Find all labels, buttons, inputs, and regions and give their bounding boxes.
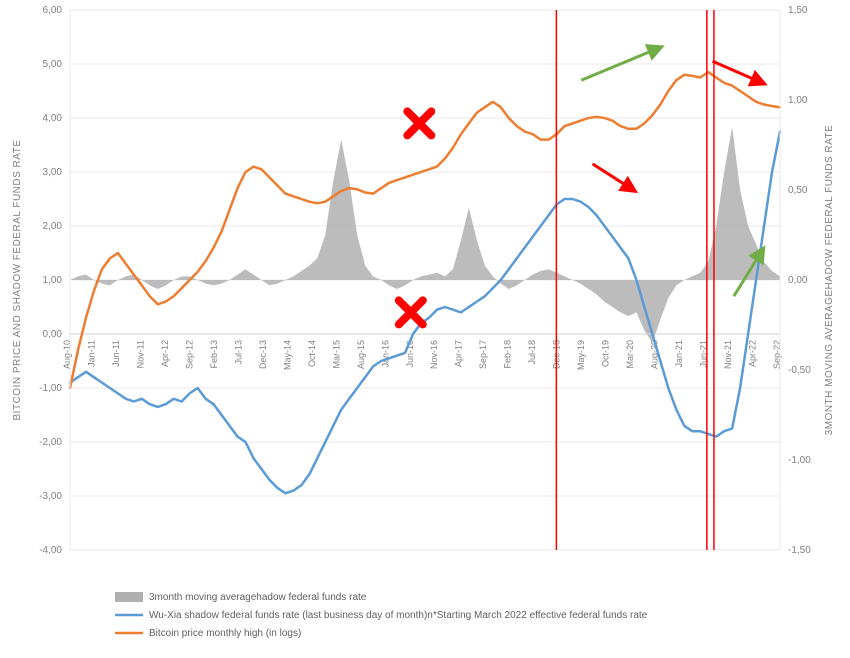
svg-text:0,00: 0,00 bbox=[43, 329, 63, 340]
svg-text:0,50: 0,50 bbox=[788, 185, 808, 196]
svg-text:Jan-16: Jan-16 bbox=[380, 340, 390, 368]
svg-text:-1,00: -1,00 bbox=[788, 455, 811, 466]
svg-text:4,00: 4,00 bbox=[43, 113, 63, 124]
svg-text:-0,50: -0,50 bbox=[788, 365, 811, 376]
svg-text:Nov-11: Nov-11 bbox=[135, 340, 145, 368]
svg-text:Jul-13: Jul-13 bbox=[233, 340, 243, 365]
svg-text:-3,00: -3,00 bbox=[39, 491, 62, 502]
chart-container: -4,00 -3,00 -2,00 -1,00 0,00 1,00 2,00 3,00 4,00… bbox=[0, 0, 850, 658]
legend-swatch-shadow_area bbox=[115, 592, 143, 602]
svg-text:1,50: 1,50 bbox=[788, 5, 808, 16]
svg-text:3,00: 3,00 bbox=[43, 167, 63, 178]
right-axis-title: 3MONTH MOVING AVERAGEHADOW FEDERAL FUNDS… bbox=[824, 125, 835, 436]
legend-label-wu_xia: Wu-Xia shadow federal funds rate (last b… bbox=[149, 610, 648, 621]
svg-text:Apr-17: Apr-17 bbox=[454, 340, 464, 367]
svg-text:Feb-13: Feb-13 bbox=[209, 340, 219, 369]
svg-text:Nov-21: Nov-21 bbox=[723, 340, 733, 369]
svg-text:1,00: 1,00 bbox=[788, 95, 808, 106]
svg-text:6,00: 6,00 bbox=[43, 5, 63, 16]
svg-text:May-19: May-19 bbox=[576, 340, 586, 370]
svg-text:Jan-21: Jan-21 bbox=[674, 340, 684, 368]
svg-text:Mar-15: Mar-15 bbox=[331, 340, 341, 369]
svg-text:Aug-15: Aug-15 bbox=[356, 340, 366, 369]
legend-label-bitcoin: Bitcoin price monthly high (in logs) bbox=[149, 628, 301, 639]
legend-label-shadow_area: 3month moving averagehadow federal funds… bbox=[149, 592, 367, 603]
svg-text:0,00: 0,00 bbox=[788, 275, 808, 286]
x-mark-0 bbox=[407, 111, 431, 135]
svg-text:-2,00: -2,00 bbox=[39, 437, 62, 448]
arrow-0 bbox=[593, 164, 633, 190]
svg-text:May-14: May-14 bbox=[282, 340, 292, 370]
svg-text:-1,50: -1,50 bbox=[788, 545, 811, 556]
svg-text:Oct-14: Oct-14 bbox=[307, 340, 317, 367]
svg-text:Jul-18: Jul-18 bbox=[527, 340, 537, 365]
svg-text:Mar-20: Mar-20 bbox=[625, 340, 635, 369]
series-wu-xia bbox=[70, 132, 780, 494]
svg-text:Oct-19: Oct-19 bbox=[601, 340, 611, 367]
svg-text:5,00: 5,00 bbox=[43, 59, 63, 70]
svg-text:Dec-13: Dec-13 bbox=[258, 340, 268, 369]
svg-text:Apr-12: Apr-12 bbox=[160, 340, 170, 367]
svg-text:-4,00: -4,00 bbox=[39, 545, 62, 556]
x-mark-1 bbox=[399, 300, 423, 324]
svg-text:-1,00: -1,00 bbox=[39, 383, 62, 394]
svg-text:Sep-12: Sep-12 bbox=[184, 340, 194, 369]
series-shadow-area bbox=[70, 127, 780, 343]
svg-text:Apr-22: Apr-22 bbox=[748, 340, 758, 367]
svg-text:Sep-17: Sep-17 bbox=[478, 340, 488, 369]
svg-text:Jan-11: Jan-11 bbox=[86, 340, 96, 367]
svg-text:Feb-18: Feb-18 bbox=[503, 340, 513, 369]
chart-svg: -4,00 -3,00 -2,00 -1,00 0,00 1,00 2,00 3,00 4,00… bbox=[0, 0, 850, 658]
svg-text:1,00: 1,00 bbox=[43, 275, 63, 286]
svg-text:2,00: 2,00 bbox=[43, 221, 63, 232]
left-axis-title: BITCOIN PRICE AND SHADOW FEDERAL FUNDS R… bbox=[12, 140, 23, 421]
svg-text:Jun-11: Jun-11 bbox=[111, 340, 121, 367]
svg-text:Nov-16: Nov-16 bbox=[429, 340, 439, 369]
